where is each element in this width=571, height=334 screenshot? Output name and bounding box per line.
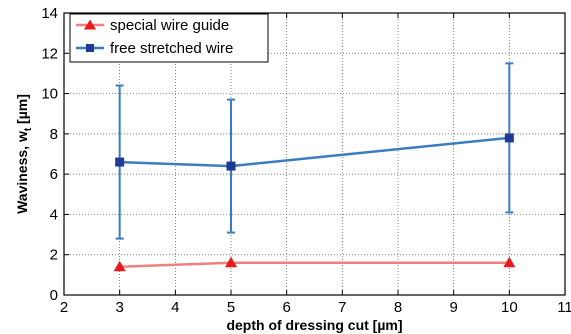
y-tick-label: 0	[50, 287, 58, 304]
y-tick-label: 4	[50, 206, 58, 223]
data-point-triangle	[225, 256, 237, 268]
data-point-triangle	[503, 256, 516, 268]
legend-label-free: free stretched wire	[110, 40, 233, 57]
data-point-square	[504, 133, 514, 143]
y-tick-label: 2	[50, 247, 58, 264]
series-line	[119, 136, 510, 168]
x-tick-label: 5	[227, 299, 235, 316]
x-tick-label: 4	[171, 299, 179, 316]
y-tick-label: 12	[41, 45, 58, 62]
x-tick-label: 3	[115, 299, 123, 316]
legend: special wire guide free stretched wire	[69, 13, 269, 63]
data-point-square	[115, 157, 125, 167]
x-tick-label: 9	[449, 299, 457, 316]
legend-box	[69, 13, 269, 63]
y-tick-label: 8	[50, 126, 58, 143]
y-tick-label: 10	[41, 86, 58, 103]
series-free-stretched-wire	[115, 62, 514, 240]
y-tick-label: 6	[50, 166, 58, 183]
y-tick-label: 14	[41, 5, 58, 22]
x-axis-label: depth of dressing cut [µm]	[226, 317, 402, 333]
y-axis-label-unit: [µm]	[14, 94, 30, 128]
series-layer	[113, 62, 516, 272]
plot-frame	[63, 12, 566, 296]
y-axis-label: Waviness, wt [µm]	[14, 94, 34, 214]
data-point-square	[226, 161, 236, 171]
x-tick-label: 8	[394, 299, 402, 316]
x-tick-label: 10	[501, 299, 518, 316]
y-axis-label-main: Waviness, w	[14, 131, 30, 214]
x-tick-label: 11	[557, 299, 571, 316]
legend-label-special: special wire guide	[110, 17, 229, 34]
y-axis-label-subscript: t	[23, 127, 34, 131]
series-line	[119, 261, 510, 269]
data-point-triangle	[113, 260, 126, 272]
x-tick-label: 6	[282, 299, 290, 316]
x-tick-label: 7	[338, 299, 346, 316]
series-special-wire-guide	[113, 256, 516, 272]
legend-marker-special	[84, 19, 96, 30]
legend-marker-free	[86, 44, 94, 52]
x-tick-label: 2	[60, 299, 68, 316]
